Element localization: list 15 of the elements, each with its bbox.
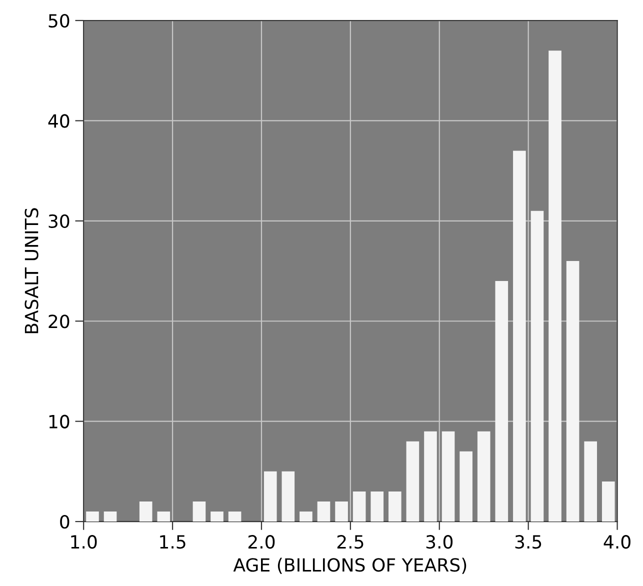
x-tick-label: 4.0 (604, 535, 630, 549)
y-tick-label: 40 (48, 114, 70, 128)
y-tick-label: 20 (48, 314, 70, 328)
y-tick-label: 50 (48, 14, 70, 28)
y-tick-label: 30 (48, 214, 70, 228)
x-tick-label: 1.5 (160, 535, 186, 549)
y-axis-title: BASALT UNITS (24, 208, 38, 334)
x-tick-label: 3.0 (426, 535, 453, 549)
x-tick-label: 1.0 (71, 535, 97, 549)
x-tick-label: 3.5 (515, 535, 542, 549)
y-tick-label: 0 (60, 515, 70, 529)
x-tick-label: 2.5 (337, 535, 364, 549)
x-axis-title: AGE (BILLIONS OF YEARS) (233, 558, 466, 574)
y-tick-label: 10 (49, 414, 70, 428)
x-tick-label: 2.0 (248, 535, 275, 549)
